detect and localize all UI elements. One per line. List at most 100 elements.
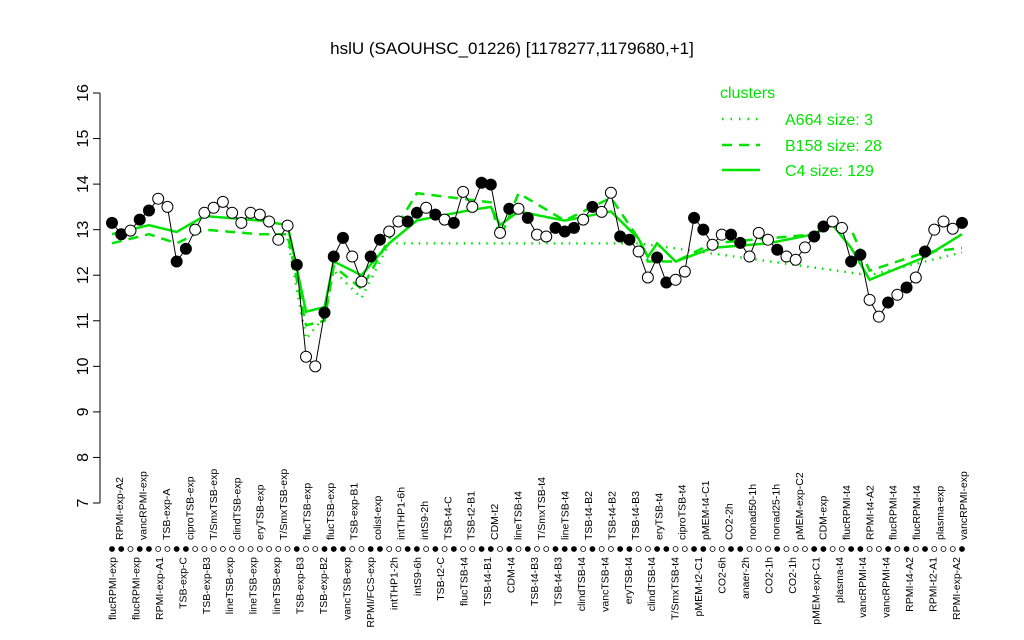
rug-mark	[838, 546, 845, 552]
data-point	[900, 281, 913, 294]
y-tick-label: 10	[75, 357, 92, 375]
rug-mark	[136, 546, 143, 552]
bottom-sample-label: RPMI-t2-A1	[928, 557, 940, 612]
data-point	[697, 223, 710, 236]
data-point	[383, 225, 396, 238]
data-point	[761, 233, 774, 246]
rug-mark	[681, 546, 688, 552]
rug-mark	[700, 546, 707, 552]
rug-mark	[127, 546, 134, 552]
top-sample-label: pMEM-exp-C2	[794, 472, 806, 540]
data-point	[161, 200, 174, 213]
top-sample-label: pMEM-t4-C1	[700, 480, 712, 540]
data-point	[595, 205, 608, 218]
data-point	[577, 213, 590, 226]
rug-mark	[820, 546, 827, 552]
bottom-sample-label: anaer-2h	[740, 557, 752, 599]
data-point	[567, 221, 580, 234]
top-sample-label: CDM-exp	[817, 496, 829, 540]
rug-mark	[164, 546, 171, 552]
data-point	[512, 202, 525, 215]
data-point	[355, 275, 368, 288]
rug-mark	[367, 546, 374, 552]
rug-mark	[229, 546, 236, 552]
rug-mark	[561, 546, 568, 552]
rug-mark	[469, 546, 476, 552]
data-point	[826, 215, 839, 228]
bottom-sample-label: vancRPMI-t4	[881, 557, 893, 618]
data-point	[946, 222, 959, 235]
rug-mark	[377, 546, 383, 552]
data-point	[410, 206, 423, 219]
top-sample-label: CDM-t2	[489, 504, 501, 540]
top-sample-label: intS9-2h	[419, 501, 431, 540]
rug-mark	[201, 546, 208, 552]
rug-mark	[275, 546, 282, 552]
rug-mark	[940, 546, 947, 552]
data-point	[494, 226, 507, 239]
y-tick-label: 14	[75, 175, 92, 193]
rug-mark	[146, 546, 152, 552]
data-point	[586, 200, 599, 213]
bottom-sample-label: RPMI-exp-A2	[951, 557, 963, 620]
rug-mark	[571, 546, 577, 552]
top-sample-label: T/SmxTSB-t4	[536, 477, 548, 540]
top-sample-label: ciproTSB-t4	[677, 484, 689, 540]
rug-mark	[580, 546, 587, 552]
data-point	[909, 271, 922, 284]
top-sample-label: flucTSB-exp	[325, 483, 337, 540]
top-sample-label: TSB-t4-B2	[606, 491, 618, 540]
rug-mark	[256, 546, 263, 552]
data-point	[198, 206, 211, 219]
rug-mark	[755, 546, 762, 552]
rug-mark	[478, 546, 485, 552]
rug-mark	[192, 546, 199, 552]
data-point	[752, 226, 765, 239]
rug-mark	[949, 546, 956, 552]
data-point	[789, 253, 802, 266]
bottom-sample-label: TSB-exp-C	[177, 557, 189, 609]
rug-mark	[543, 546, 550, 552]
legend-label-b158: B158 size: 28	[785, 138, 882, 155]
rug-mark	[358, 546, 365, 552]
top-sample-label: TSB-exp-A	[161, 489, 173, 540]
rug-mark	[672, 546, 679, 552]
bottom-sample-label: intTHP1-2h	[388, 557, 400, 610]
data-point	[281, 219, 294, 232]
rug-mark	[617, 546, 624, 552]
rug-mark	[404, 546, 411, 552]
data-point	[226, 206, 239, 219]
y-axis: 7 8 9 10 11 12 13 14 15 16	[75, 84, 101, 507]
rug-mark	[635, 546, 642, 552]
rug-mark	[460, 546, 466, 552]
top-sample-label: TSB-t4-B2	[583, 491, 595, 540]
data-point	[641, 271, 654, 284]
rug-mark	[487, 546, 494, 552]
data-point	[956, 216, 968, 229]
top-sample-label: vancRPMI-exp	[958, 471, 970, 540]
y-tick-label: 8	[75, 453, 92, 462]
rug-mark	[534, 546, 540, 552]
expression-series	[106, 176, 968, 373]
y-tick-label: 16	[75, 84, 92, 102]
top-sample-label: lineTSB-t4	[559, 491, 571, 540]
rug-mark	[792, 546, 799, 552]
chart-title: hslU (SAOUHSC_01226) [1178277,1179680,+1…	[330, 39, 694, 58]
bottom-sample-label: T/SmxTSB-t4	[670, 557, 682, 620]
rug-mark	[774, 546, 781, 552]
data-point	[919, 245, 932, 258]
rug-mark	[349, 546, 356, 552]
bottom-sample-label: lineTSB-exp	[248, 557, 260, 614]
bottom-sample-label: vancTSB-t4	[599, 557, 611, 612]
bottom-sample-label: flucTSB-t4	[459, 557, 471, 606]
data-point	[937, 215, 950, 228]
data-point	[466, 200, 479, 213]
data-point	[420, 201, 433, 214]
rug-mark	[922, 546, 928, 552]
data-point	[170, 255, 183, 268]
bottom-sample-label: TSB-t4-B3	[529, 557, 541, 606]
series-line	[111, 182, 963, 368]
rug-mark	[848, 546, 855, 552]
data-point	[364, 250, 377, 263]
